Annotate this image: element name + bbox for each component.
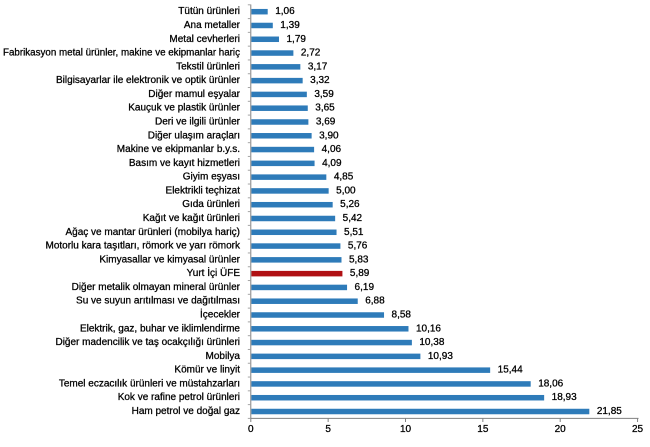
- svg-text:25: 25: [632, 424, 644, 435]
- svg-text:İçecekler: İçecekler: [200, 308, 241, 321]
- svg-text:Basım ve kayıt hizmetleri: Basım ve kayıt hizmetleri: [129, 158, 240, 169]
- svg-text:4,85: 4,85: [334, 172, 354, 183]
- svg-text:Diğer ulaşım araçları: Diğer ulaşım araçları: [148, 130, 240, 141]
- svg-text:5,42: 5,42: [343, 213, 363, 224]
- svg-text:3,69: 3,69: [316, 116, 336, 127]
- svg-text:Metal cevherleri: Metal cevherleri: [169, 34, 240, 45]
- svg-text:Gıda ürünleri: Gıda ürünleri: [182, 199, 240, 210]
- svg-text:15: 15: [477, 424, 489, 435]
- svg-text:2,72: 2,72: [301, 48, 321, 59]
- svg-text:10,16: 10,16: [416, 323, 441, 334]
- svg-text:5: 5: [325, 424, 331, 435]
- svg-text:3,17: 3,17: [308, 61, 328, 72]
- svg-text:Diğer mamul eşyalar: Diğer mamul eşyalar: [148, 89, 240, 100]
- svg-text:3,59: 3,59: [314, 89, 334, 100]
- svg-text:Kimyasallar ve kimyasal ürünle: Kimyasallar ve kimyasal ürünler: [99, 254, 240, 265]
- svg-text:8,58: 8,58: [392, 310, 412, 321]
- svg-text:Ham petrol ve doğal gaz: Ham petrol ve doğal gaz: [132, 406, 240, 417]
- svg-text:Giyim eşyası: Giyim eşyası: [183, 172, 240, 183]
- svg-text:Elektrikli teçhizat: Elektrikli teçhizat: [166, 185, 241, 196]
- svg-text:3,65: 3,65: [315, 103, 335, 114]
- svg-text:Yurt İçi ÜFE: Yurt İçi ÜFE: [187, 266, 241, 279]
- svg-text:Temel eczacılık ürünleri ve mü: Temel eczacılık ürünleri ve müstahzarlar…: [59, 378, 240, 389]
- svg-text:5,76: 5,76: [348, 241, 368, 252]
- svg-text:10,93: 10,93: [428, 351, 453, 362]
- svg-text:1,39: 1,39: [280, 20, 300, 31]
- svg-text:Deri ve ilgili ürünler: Deri ve ilgili ürünler: [155, 116, 241, 127]
- svg-text:Bilgisayarlar ile elektronik v: Bilgisayarlar ile elektronik ve optik ür…: [56, 75, 241, 86]
- svg-text:21,85: 21,85: [597, 406, 622, 417]
- svg-text:Diğer madencilik ve taş ocakçı: Diğer madencilik ve taş ocakçılığı ürünl…: [55, 337, 240, 348]
- svg-text:Ağaç ve mantar ürünleri (mobil: Ağaç ve mantar ürünleri (mobilya hariç): [65, 227, 240, 238]
- svg-text:Ana metaller: Ana metaller: [184, 20, 241, 31]
- svg-text:Makine ve ekipmanlar b.y.s.: Makine ve ekipmanlar b.y.s.: [117, 144, 240, 155]
- svg-text:Kok ve rafine petrol ürünleri: Kok ve rafine petrol ürünleri: [118, 392, 240, 403]
- svg-text:Fabrikasyon metal ürünler, mak: Fabrikasyon metal ürünler, makine ve eki…: [3, 48, 240, 59]
- svg-text:Tütün ürünleri: Tütün ürünleri: [178, 6, 240, 17]
- svg-text:5,89: 5,89: [350, 268, 370, 279]
- svg-text:Kauçuk ve plastik ürünler: Kauçuk ve plastik ürünler: [128, 103, 240, 114]
- svg-text:6,19: 6,19: [355, 282, 375, 293]
- svg-text:Motorlu kara taşıtları, römork: Motorlu kara taşıtları, römork ve yarı r…: [46, 241, 241, 252]
- svg-text:5,51: 5,51: [344, 227, 364, 238]
- svg-text:20: 20: [555, 424, 567, 435]
- svg-text:18,06: 18,06: [538, 378, 563, 389]
- svg-text:Elektrik, gaz, buhar ve ikliml: Elektrik, gaz, buhar ve iklimlendirme: [80, 323, 240, 334]
- svg-text:6,88: 6,88: [365, 296, 385, 307]
- svg-text:Su ve suyun arıtılması ve dağı: Su ve suyun arıtılması ve dağıtılması: [76, 296, 240, 307]
- svg-text:18,93: 18,93: [552, 392, 577, 403]
- svg-text:Tekstil ürünleri: Tekstil ürünleri: [176, 61, 240, 72]
- svg-text:Kömür ve linyit: Kömür ve linyit: [174, 365, 240, 376]
- svg-text:0: 0: [248, 424, 254, 435]
- svg-text:3,90: 3,90: [319, 130, 339, 141]
- svg-text:5,00: 5,00: [336, 185, 356, 196]
- svg-text:3,32: 3,32: [310, 75, 330, 86]
- svg-text:5,83: 5,83: [349, 254, 369, 265]
- svg-text:Kağıt ve kağıt ürünleri: Kağıt ve kağıt ürünleri: [143, 213, 240, 224]
- svg-text:4,06: 4,06: [322, 144, 342, 155]
- svg-text:Diğer metalik olmayan mineral: Diğer metalik olmayan mineral ürünler: [72, 282, 241, 293]
- svg-text:15,44: 15,44: [498, 365, 523, 376]
- svg-text:1,79: 1,79: [286, 34, 306, 45]
- svg-text:5,26: 5,26: [340, 199, 360, 210]
- svg-text:10: 10: [400, 424, 412, 435]
- svg-text:4,09: 4,09: [322, 158, 342, 169]
- svg-text:10,38: 10,38: [419, 337, 444, 348]
- svg-text:1,06: 1,06: [275, 6, 295, 17]
- svg-text:Mobilya: Mobilya: [206, 351, 241, 362]
